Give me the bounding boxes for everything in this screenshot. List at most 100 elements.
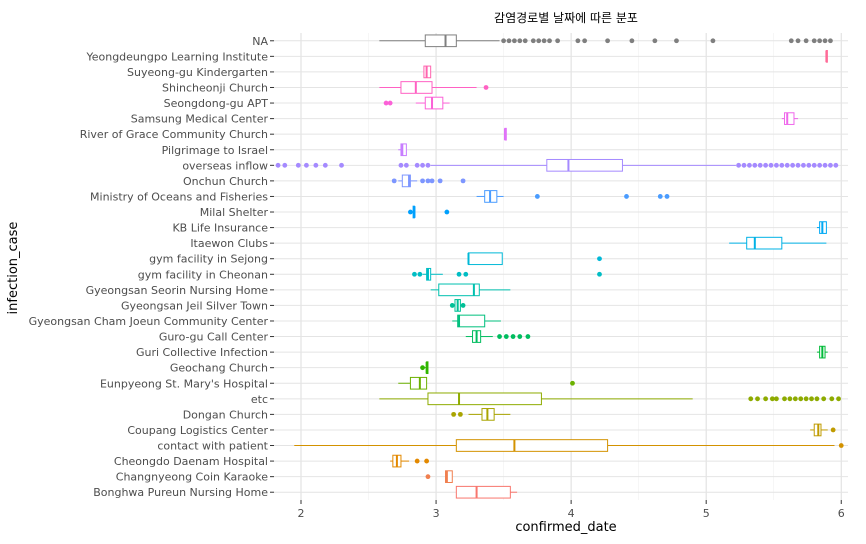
outlier-point xyxy=(828,38,833,44)
box-iqr xyxy=(424,96,444,110)
outlier-point xyxy=(304,162,309,168)
outlier-point xyxy=(339,162,344,168)
outlier-point xyxy=(801,162,806,168)
outlier-point xyxy=(456,271,462,277)
y-tick-label: Shincheonji Church xyxy=(162,81,268,94)
y-tick-label: KB Life Insurance xyxy=(172,222,268,235)
y-tick-label: gym facility in Sejong xyxy=(149,253,268,266)
outlier-point xyxy=(425,162,431,168)
y-tick-label: Dongan Church xyxy=(183,408,268,421)
y-tick-label: Guro-gu Call Center xyxy=(159,331,269,344)
outlier-point xyxy=(821,396,827,402)
outlier-point xyxy=(501,38,506,44)
y-tick-label: Onchun Church xyxy=(183,175,268,188)
outlier-point xyxy=(522,38,528,44)
chart-title: 감염경로별 날짜에 따른 분포 xyxy=(494,11,638,25)
outlier-point xyxy=(420,178,425,184)
outlier-point xyxy=(420,162,425,168)
y-tick-label: Samsung Medical Center xyxy=(131,113,269,126)
outlier-point xyxy=(424,458,430,464)
outlier-point xyxy=(822,162,828,168)
y-tick-label: Changnyeong Coin Karaoke xyxy=(116,471,268,484)
outlier-point xyxy=(768,162,774,168)
outlier-point xyxy=(575,38,581,44)
outlier-point xyxy=(429,178,435,184)
outlier-point xyxy=(313,162,319,168)
outlier-point xyxy=(763,396,769,402)
outlier-point xyxy=(534,194,540,199)
y-tick-label: NA xyxy=(252,35,268,48)
outlier-point xyxy=(782,396,787,402)
outlier-point xyxy=(822,38,828,44)
outlier-point xyxy=(383,100,389,106)
x-axis-title: confirmed_date xyxy=(515,520,616,535)
box-iqr xyxy=(400,143,407,157)
outlier-point xyxy=(736,162,742,168)
x-tick-label: 4 xyxy=(568,507,575,520)
outlier-point xyxy=(282,162,288,168)
outlier-point xyxy=(710,38,716,44)
outlier-point xyxy=(463,271,469,277)
outlier-point xyxy=(582,38,588,44)
outlier-point xyxy=(795,38,801,44)
outlier-point xyxy=(741,162,747,168)
outlier-point xyxy=(829,396,835,402)
outlier-point xyxy=(814,396,820,402)
box-iqr xyxy=(455,439,609,452)
y-tick-label: Bonghwa Pureun Nursing Home xyxy=(93,486,268,499)
outlier-point xyxy=(809,396,814,402)
outlier-point xyxy=(817,162,823,168)
outlier-point xyxy=(784,162,790,168)
outlier-point xyxy=(792,396,798,402)
outlier-point xyxy=(408,209,413,215)
outlier-point xyxy=(629,38,635,44)
y-tick-label: Gyeongsan Seorin Nursing Home xyxy=(86,284,269,297)
outlier-point xyxy=(795,162,801,168)
box-iqr xyxy=(401,174,411,188)
outlier-point xyxy=(774,396,779,402)
x-tick-label: 5 xyxy=(703,507,710,520)
outlier-point xyxy=(674,38,679,44)
outlier-point xyxy=(425,474,431,480)
outlier-point xyxy=(412,271,417,277)
outlier-point xyxy=(530,38,536,44)
outlier-point xyxy=(391,178,397,184)
y-tick-label: Gyeongsan Jeil Silver Town xyxy=(121,299,268,312)
y-tick-label: Pilgrimage to Israel xyxy=(162,144,268,157)
outlier-point xyxy=(774,162,779,168)
y-tick-label: Suyeong-gu Kindergarten xyxy=(127,66,268,79)
plot-area: 2 3 4 5 6 Bonghwa Pureun Nursing Home Changnye… xyxy=(29,33,848,520)
plot-panel xyxy=(274,33,848,500)
y-tick-label: Coupang Logistics Center xyxy=(127,424,268,437)
y-tick-label: gym facility in Cheonan xyxy=(138,268,268,281)
outlier-point xyxy=(460,303,466,308)
y-tick-label: Milal Shelter xyxy=(200,206,269,219)
outlier-point xyxy=(444,209,450,215)
box-iqr xyxy=(424,34,457,48)
box-iqr xyxy=(409,376,428,390)
outlier-point xyxy=(763,162,769,168)
outlier-point xyxy=(757,162,763,168)
outlier-point xyxy=(483,85,489,90)
outlier-point xyxy=(769,396,775,402)
outlier-point xyxy=(833,162,839,168)
outlier-point xyxy=(322,162,328,168)
y-tick-label: Cheongdo Daenam Hospital xyxy=(114,455,268,468)
outlier-point xyxy=(803,396,809,402)
outlier-point xyxy=(787,396,793,402)
y-tick-label: Yeongdeungpo Learning Institute xyxy=(85,50,268,63)
outlier-point xyxy=(536,38,542,44)
outlier-point xyxy=(437,178,443,184)
outlier-point xyxy=(517,38,523,44)
x-tick-label: 2 xyxy=(298,507,305,520)
outlier-point xyxy=(506,38,512,44)
y-tick-label: Guri Collective Infection xyxy=(136,346,268,359)
y-tick-label: Seongdong-gu APT xyxy=(164,97,269,110)
outlier-point xyxy=(664,194,670,199)
outlier-point xyxy=(624,194,629,199)
outlier-point xyxy=(779,162,785,168)
outlier-point xyxy=(525,334,531,339)
y-tick-label: Ministry of Oceans and Fisheries xyxy=(90,190,268,203)
outlier-point xyxy=(838,443,844,448)
outlier-point xyxy=(747,162,752,168)
